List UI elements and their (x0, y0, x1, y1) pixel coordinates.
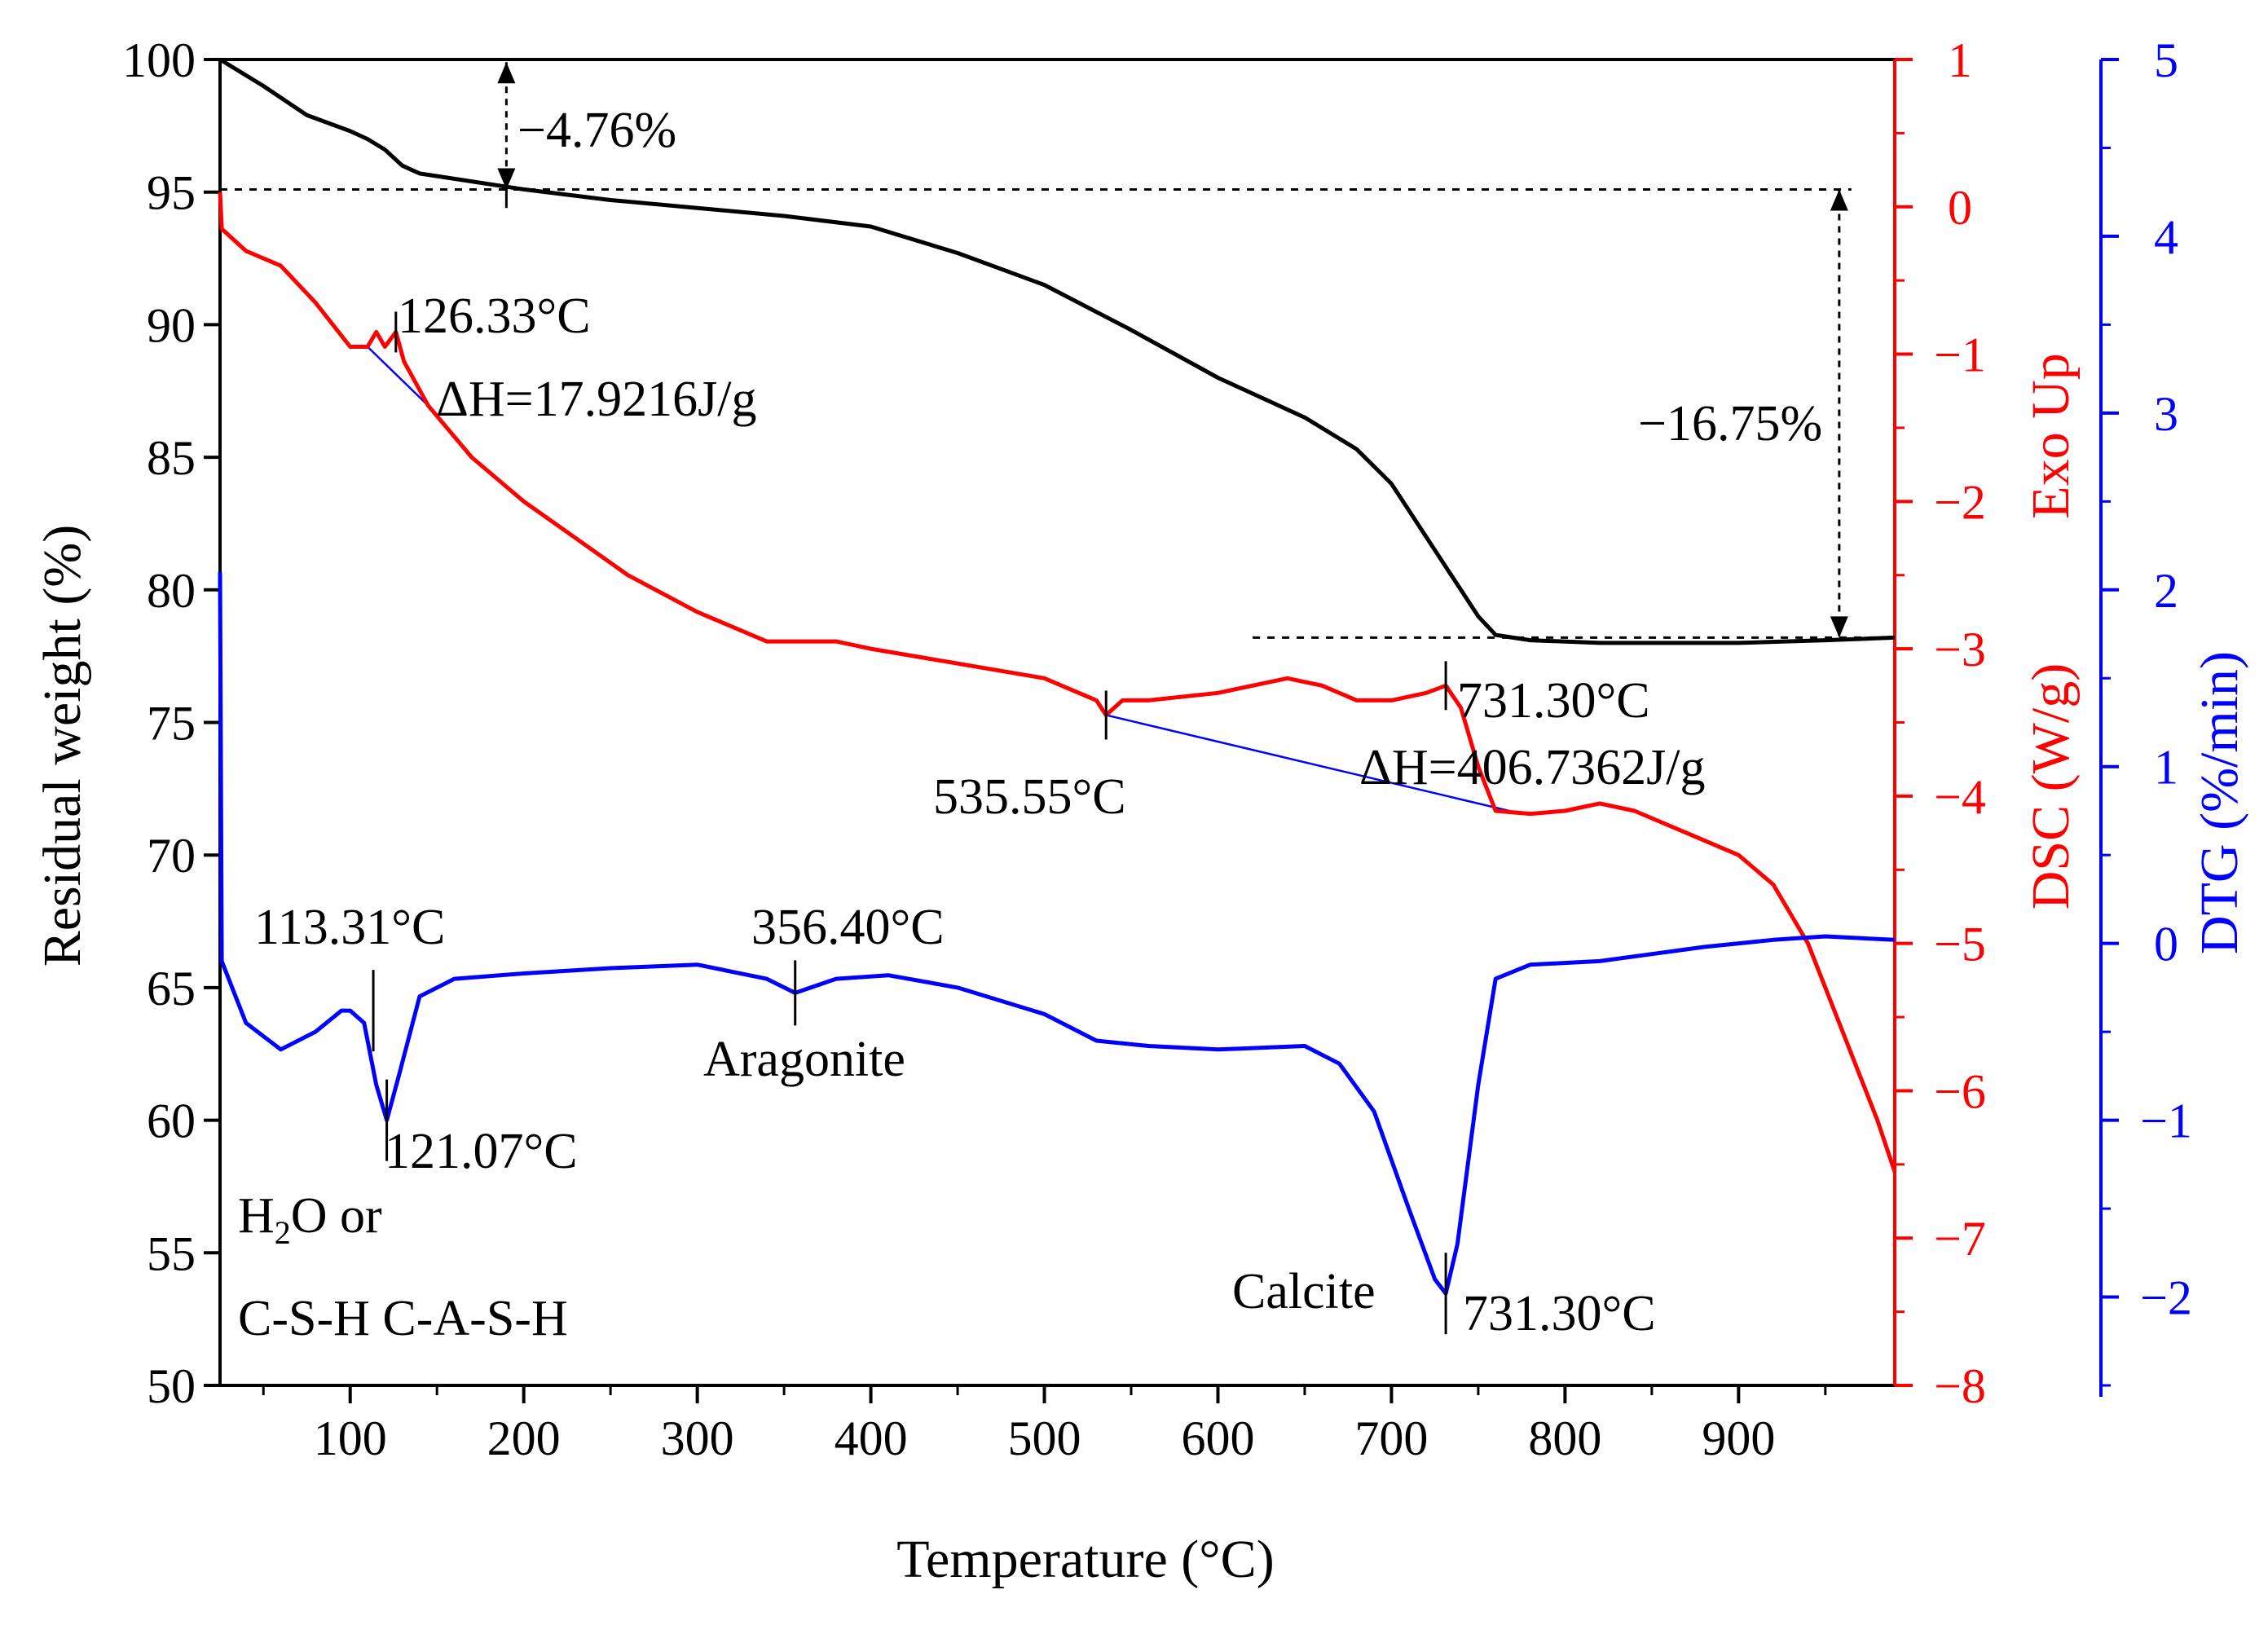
calcite-label: Calcite (1232, 1264, 1376, 1319)
tg-tick-label: 75 (147, 697, 196, 751)
csh-label: C-S-H C-A-S-H (238, 1291, 568, 1346)
dtg-tick-label: 1 (2154, 741, 2178, 795)
dsc-peak-2-label: 535.55°C (933, 769, 1126, 825)
dtg-tick-label: −2 (2140, 1271, 2192, 1325)
h2o-subscript: 2 (275, 1214, 291, 1251)
dsc-tick-label: −3 (1934, 623, 1986, 676)
dtg-peak-4-label: 731.30°C (1463, 1286, 1656, 1341)
h2o-h: H (238, 1188, 275, 1244)
x-tick-label: 300 (661, 1411, 734, 1465)
axes-layer: 100 200 300 400 500 600 700 800 9005055606570758… (122, 33, 2192, 1465)
x-tick-label: 400 (835, 1411, 908, 1465)
dtg-tick-label: 2 (2154, 564, 2178, 618)
tg-axis-title: Residual weight (%) (33, 525, 92, 967)
tg-loss-2-arrow-head-up (1830, 189, 1848, 211)
x-tick-label: 100 (314, 1411, 387, 1465)
dtg-tick-label: 0 (2154, 918, 2178, 971)
x-tick-label: 600 (1181, 1411, 1254, 1465)
dsc-peak-1-label: 126.33°C (398, 288, 591, 344)
dsc-dh-1-label: ΔH=17.9216J/g (436, 372, 756, 427)
dtg-peak-1-label: 113.31°C (254, 900, 445, 955)
exo-up-label: Exo Up (2021, 353, 2081, 518)
dsc-tick-label: 0 (1948, 181, 1972, 235)
axis-titles: Temperature (°C) Residual weight (%) DSC… (33, 353, 2249, 1589)
tg-tick-label: 80 (147, 564, 196, 618)
tg-loss-1-arrow-head-down (497, 168, 516, 190)
tg-loss-2-arrow-head-down (1830, 616, 1848, 638)
dsc-tick-label: −5 (1934, 918, 1986, 971)
dsc-tick-label: −4 (1934, 770, 1986, 824)
dtg-tick-label: −1 (2140, 1094, 2192, 1148)
aragonite-label: Aragonite (703, 1032, 905, 1087)
tg-loss-1-label: −4.76% (517, 103, 676, 158)
dsc-dh-2-label: ΔH=406.7362J/g (1359, 740, 1705, 795)
dtg-peak-3-label: 356.40°C (751, 900, 945, 955)
dtg-tick-label: 5 (2154, 33, 2178, 87)
x-tick-label: 700 (1354, 1411, 1428, 1465)
dtg-tick-label: 3 (2154, 387, 2178, 441)
series-layer (218, 57, 1897, 1296)
tg-tick-label: 70 (147, 829, 196, 883)
dsc-axis-title: DSC (W/g) (2021, 663, 2081, 909)
dtg-tick-label: 4 (2154, 210, 2178, 264)
dsc-tick-label: −6 (1934, 1064, 1986, 1118)
dsc-series-line (218, 192, 1897, 1173)
tg-loss-2-label: −16.75% (1638, 396, 1822, 451)
dsc-tick-label: −7 (1934, 1212, 1986, 1266)
tg-tick-label: 50 (147, 1359, 196, 1413)
x-axis-title: Temperature (°C) (896, 1530, 1274, 1589)
tg-tick-label: 85 (147, 431, 196, 485)
dsc-tick-label: −8 (1934, 1359, 1986, 1413)
dsc-tick-label: −1 (1934, 328, 1986, 382)
dsc-baseline-2 (1105, 714, 1522, 815)
x-tick-label: 200 (487, 1411, 561, 1465)
dsc-tick-label: −2 (1934, 475, 1986, 529)
annotations-layer: −4.76% −16.75% 126.33°C ΔH=17.9216J/g 53… (238, 62, 1848, 1346)
tg-tick-label: 95 (147, 166, 196, 220)
h2o-rest: O or (291, 1188, 382, 1244)
dsc-tick-label: 1 (1948, 33, 1972, 87)
x-tick-label: 900 (1702, 1411, 1775, 1465)
tg-tick-label: 60 (147, 1094, 196, 1148)
tg-tick-label: 90 (147, 298, 196, 352)
x-tick-label: 800 (1528, 1411, 1601, 1465)
tg-tick-label: 100 (122, 33, 196, 87)
h2o-label: H2O or (238, 1188, 382, 1251)
dtg-axis-title: DTG (%/min) (2190, 651, 2249, 954)
tg-loss-1-arrow-head-up (497, 62, 516, 84)
dtg-peak-2-label: 121.07°C (385, 1124, 578, 1179)
tg-tick-label: 65 (147, 962, 196, 1015)
dsc-peak-3-label: 731.30°C (1457, 673, 1650, 729)
x-tick-label: 500 (1008, 1411, 1081, 1465)
tg-series-line (218, 57, 1896, 645)
dtg-series-line (218, 572, 1896, 1296)
tg-tick-label: 55 (147, 1226, 196, 1280)
dsc-baseline-1 (367, 346, 429, 407)
